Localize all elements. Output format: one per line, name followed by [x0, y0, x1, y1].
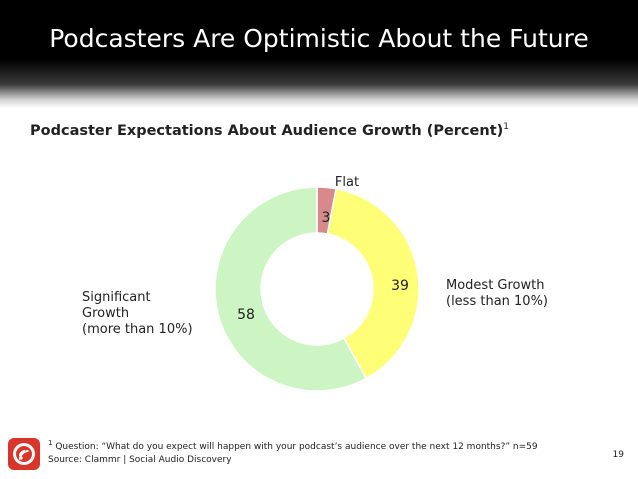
footnote-number: 1 — [48, 439, 53, 447]
footnote-line: 1 Question: “What do you expect will hap… — [48, 437, 538, 454]
slice-significant-growth — [214, 186, 368, 392]
category-label-modest-growth: Modest Growth (less than 10%) — [446, 278, 548, 309]
category-label-significant-growth: Significant Growth (more than 10%) — [82, 290, 193, 337]
footnote-text: Question: “What do you expect will happe… — [55, 442, 538, 452]
value-label-significant-growth: 58 — [237, 307, 255, 323]
chart-subtitle-text: Podcaster Expectations About Audience Gr… — [30, 122, 504, 139]
slice-modest-growth — [326, 187, 420, 380]
source-line: Source: Clammr | Social Audio Discovery — [48, 455, 232, 465]
category-label-flat: Flat — [335, 175, 359, 190]
clammr-logo-icon — [8, 438, 40, 470]
value-label-modest-growth: 39 — [391, 278, 409, 294]
chart-subtitle: Podcaster Expectations About Audience Gr… — [30, 122, 509, 139]
page-title: Podcasters Are Optimistic About the Futu… — [49, 24, 589, 53]
footnote: 1 Question: “What do you expect will hap… — [48, 437, 538, 467]
value-label-flat: 3 — [322, 210, 331, 226]
title-bar: Podcasters Are Optimistic About the Futu… — [0, 0, 638, 108]
page-number: 19 — [612, 450, 624, 460]
subtitle-footnote-ref: 1 — [503, 122, 509, 132]
